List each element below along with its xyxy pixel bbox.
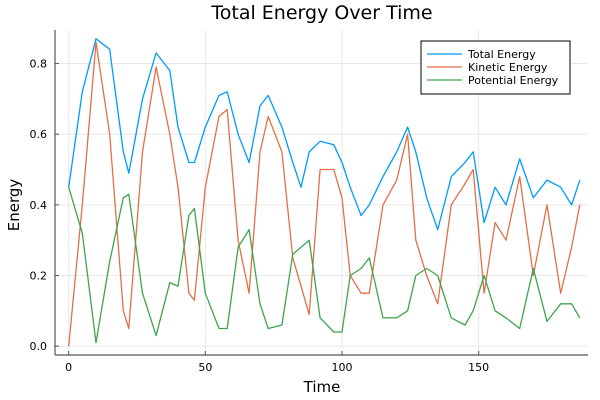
- series-lines: [68, 38, 581, 347]
- legend-label-total: Total Energy: [467, 48, 536, 61]
- series-line-total-energy: [68, 38, 581, 231]
- series-line-potential-energy: [68, 187, 581, 344]
- y-tick-label: 0.4: [30, 199, 48, 212]
- x-tick-label: 50: [198, 361, 212, 374]
- y-tick-label: 0.8: [30, 58, 48, 71]
- x-axis-label: Time: [303, 378, 341, 396]
- chart-title: Total Energy Over Time: [210, 2, 432, 24]
- x-ticks: 0 50 100 150: [65, 351, 489, 374]
- legend-label-potential: Potential Energy: [468, 74, 559, 87]
- y-tick-label: 0.6: [30, 128, 48, 141]
- x-tick-label: 150: [468, 361, 489, 374]
- series-line-kinetic-energy: [68, 41, 581, 347]
- legend: Total Energy Kinetic Energy Potential En…: [420, 40, 571, 95]
- y-tick-label: 0.2: [30, 270, 48, 283]
- legend-label-kinetic: Kinetic Energy: [468, 61, 548, 74]
- y-tick-label: 0.0: [30, 340, 48, 353]
- x-tick-label: 100: [332, 361, 353, 374]
- y-ticks: 0.0 0.2 0.4 0.6 0.8: [30, 58, 59, 353]
- y-axis-label: Energy: [5, 179, 23, 232]
- x-tick-label: 0: [65, 361, 72, 374]
